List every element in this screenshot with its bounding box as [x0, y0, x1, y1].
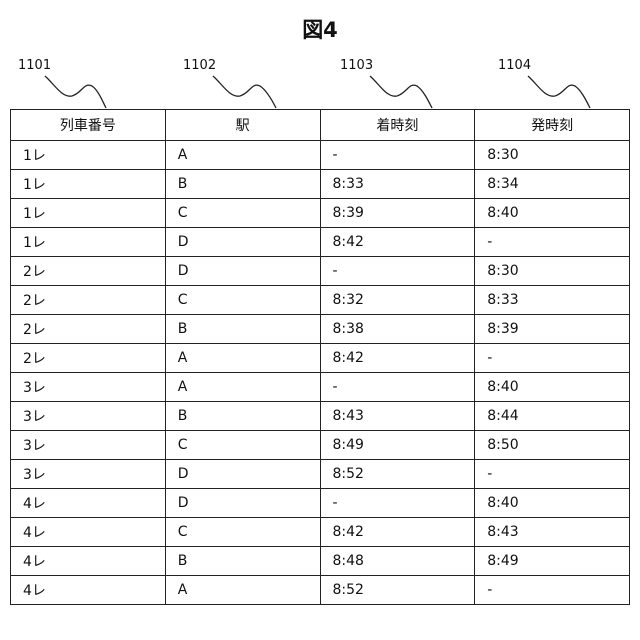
- cell-station: B: [165, 402, 320, 431]
- header-station: 駅: [165, 110, 320, 141]
- cell-arrival-time: 8:42: [320, 344, 475, 373]
- table-row: 3レC8:498:50: [11, 431, 630, 460]
- train-timetable: 列車番号駅着時刻発時刻 1レA-8:301レB8:338:341レC8:398:…: [10, 109, 630, 605]
- table-row: 3レD8:52-: [11, 460, 630, 489]
- cell-departure-time: 8:50: [475, 431, 630, 460]
- cell-arrival-time: 8:33: [320, 170, 475, 199]
- table-row: 3レB8:438:44: [11, 402, 630, 431]
- cell-departure-time: -: [475, 344, 630, 373]
- cell-train-number: 1レ: [11, 170, 166, 199]
- cell-arrival-time: 8:43: [320, 402, 475, 431]
- table-row: 1レC8:398:40: [11, 199, 630, 228]
- table-row: 2レC8:328:33: [11, 286, 630, 315]
- cell-arrival-time: 8:42: [320, 228, 475, 257]
- cell-train-number: 3レ: [11, 373, 166, 402]
- cell-arrival-time: 8:32: [320, 286, 475, 315]
- table-row: 1レB8:338:34: [11, 170, 630, 199]
- cell-station: C: [165, 199, 320, 228]
- cell-arrival-time: 8:52: [320, 460, 475, 489]
- leader-line-1103: [370, 76, 432, 108]
- leader-line-1101: [45, 76, 106, 108]
- cell-arrival-time: -: [320, 489, 475, 518]
- cell-departure-time: 8:33: [475, 286, 630, 315]
- cell-arrival-time: -: [320, 373, 475, 402]
- table-row: 4レC8:428:43: [11, 518, 630, 547]
- cell-departure-time: 8:40: [475, 199, 630, 228]
- cell-departure-time: 8:44: [475, 402, 630, 431]
- cell-train-number: 1レ: [11, 141, 166, 170]
- cell-station: B: [165, 170, 320, 199]
- header-departure-time: 発時刻: [475, 110, 630, 141]
- cell-arrival-time: 8:42: [320, 518, 475, 547]
- cell-departure-time: -: [475, 460, 630, 489]
- cell-departure-time: 8:34: [475, 170, 630, 199]
- leader-line-1104: [528, 76, 590, 108]
- cell-departure-time: 8:40: [475, 489, 630, 518]
- cell-station: C: [165, 286, 320, 315]
- cell-train-number: 3レ: [11, 460, 166, 489]
- table-row: 2レD-8:30: [11, 257, 630, 286]
- cell-departure-time: -: [475, 576, 630, 605]
- cell-train-number: 2レ: [11, 286, 166, 315]
- cell-arrival-time: 8:38: [320, 315, 475, 344]
- table-row: 4レA8:52-: [11, 576, 630, 605]
- cell-station: A: [165, 344, 320, 373]
- table-row: 4レB8:488:49: [11, 547, 630, 576]
- cell-station: D: [165, 257, 320, 286]
- cell-station: C: [165, 431, 320, 460]
- leader-line-1102: [213, 76, 276, 108]
- cell-station: A: [165, 141, 320, 170]
- cell-train-number: 4レ: [11, 489, 166, 518]
- cell-station: A: [165, 576, 320, 605]
- cell-train-number: 4レ: [11, 547, 166, 576]
- cell-station: D: [165, 228, 320, 257]
- header-arrival-time: 着時刻: [320, 110, 475, 141]
- cell-train-number: 2レ: [11, 257, 166, 286]
- cell-departure-time: 8:43: [475, 518, 630, 547]
- header-train-number: 列車番号: [11, 110, 166, 141]
- cell-station: B: [165, 315, 320, 344]
- cell-arrival-time: -: [320, 141, 475, 170]
- cell-departure-time: 8:30: [475, 257, 630, 286]
- table-row: 2レA8:42-: [11, 344, 630, 373]
- cell-departure-time: -: [475, 228, 630, 257]
- cell-train-number: 1レ: [11, 228, 166, 257]
- table-row: 4レD-8:40: [11, 489, 630, 518]
- table-row: 1レA-8:30: [11, 141, 630, 170]
- cell-train-number: 3レ: [11, 431, 166, 460]
- cell-train-number: 1レ: [11, 199, 166, 228]
- cell-train-number: 3レ: [11, 402, 166, 431]
- cell-train-number: 2レ: [11, 344, 166, 373]
- cell-station: D: [165, 489, 320, 518]
- cell-station: A: [165, 373, 320, 402]
- table-row: 2レB8:388:39: [11, 315, 630, 344]
- cell-departure-time: 8:30: [475, 141, 630, 170]
- cell-arrival-time: -: [320, 257, 475, 286]
- cell-station: D: [165, 460, 320, 489]
- cell-arrival-time: 8:48: [320, 547, 475, 576]
- cell-train-number: 4レ: [11, 518, 166, 547]
- cell-departure-time: 8:49: [475, 547, 630, 576]
- cell-arrival-time: 8:52: [320, 576, 475, 605]
- cell-station: B: [165, 547, 320, 576]
- cell-arrival-time: 8:39: [320, 199, 475, 228]
- cell-train-number: 2レ: [11, 315, 166, 344]
- table-row: 3レA-8:40: [11, 373, 630, 402]
- table-row: 1レD8:42-: [11, 228, 630, 257]
- cell-train-number: 4レ: [11, 576, 166, 605]
- cell-departure-time: 8:40: [475, 373, 630, 402]
- cell-arrival-time: 8:49: [320, 431, 475, 460]
- cell-departure-time: 8:39: [475, 315, 630, 344]
- cell-station: C: [165, 518, 320, 547]
